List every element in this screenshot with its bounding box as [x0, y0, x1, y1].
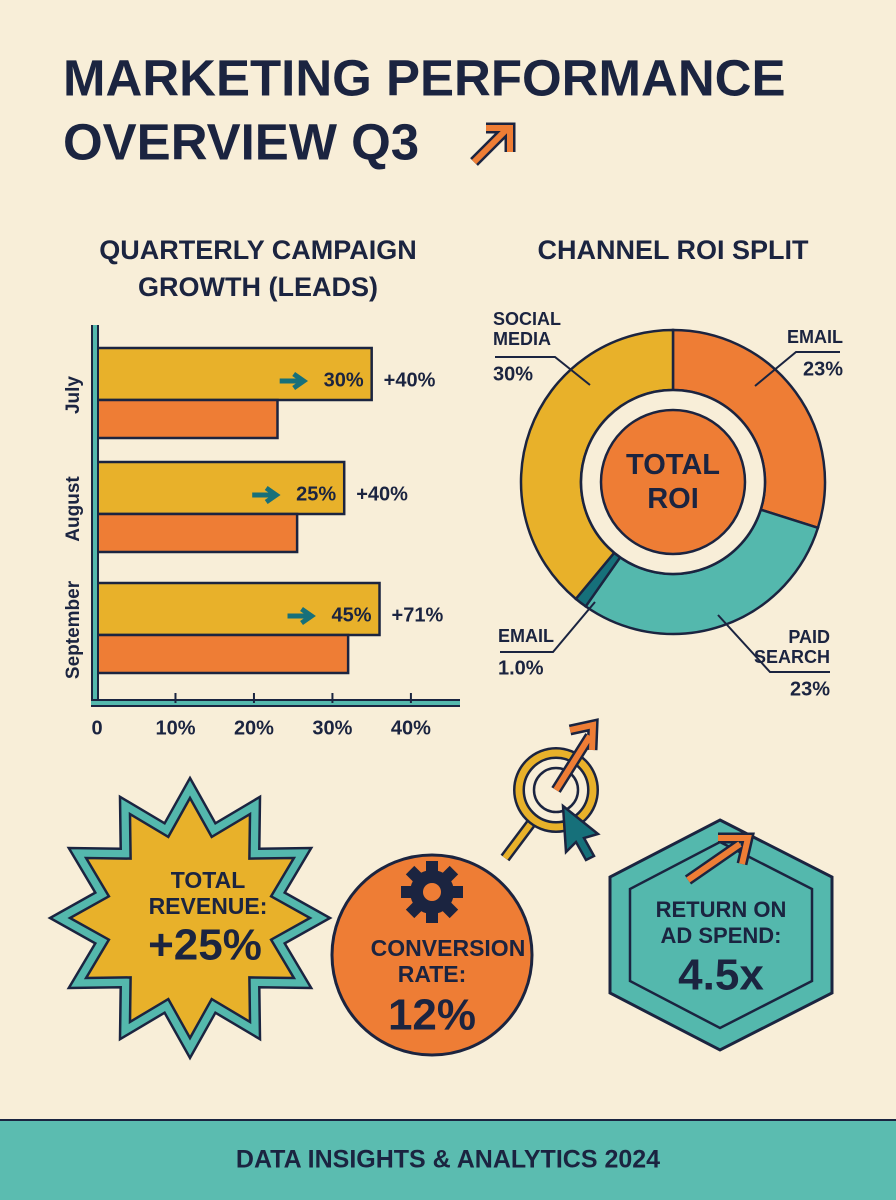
hexagon-badge	[608, 818, 834, 1052]
gear-icon	[401, 861, 463, 923]
slice-label: SOCIAL MEDIA	[493, 309, 561, 349]
circle-badge	[330, 853, 534, 1057]
main-title: MARKETING PERFORMANCE	[63, 49, 786, 106]
bar	[95, 460, 346, 516]
bar-annotation: 25%	[296, 483, 336, 505]
y-tick-label: September	[63, 580, 84, 679]
kpi-value: +25%	[148, 921, 262, 970]
chart-title: CHANNEL ROI SPLIT	[537, 235, 809, 265]
center-label: TOTAL ROI	[626, 449, 720, 515]
leader-line	[754, 351, 840, 387]
kpi-label: CONVERSION	[371, 935, 526, 961]
kpi-label: AD SPEND:	[660, 923, 781, 948]
annotation-arrow	[279, 371, 309, 391]
kpi-label: TOTAL	[171, 867, 246, 893]
kpi-label: RATE:	[398, 961, 467, 987]
bar-change: +71%	[392, 604, 444, 626]
y-tick-label: July	[63, 376, 84, 414]
kpi-roas: RETURN ON AD SPEND: 4.5x	[608, 818, 834, 1052]
kpi-value: 12%	[388, 991, 476, 1040]
footer-text: DATA INSIGHTS & ANALYTICS 2024	[236, 1146, 660, 1174]
bar-change: +40%	[356, 483, 408, 505]
connector	[502, 816, 538, 860]
slice-label: EMAIL	[787, 327, 843, 347]
cursor-icon	[561, 803, 601, 862]
slice-value-label: 23%	[790, 678, 830, 700]
x-tick-label: 20%	[234, 717, 274, 739]
x-tick-label: 0	[91, 717, 102, 739]
bar	[95, 512, 299, 554]
bar	[95, 398, 279, 440]
leader-line	[500, 601, 596, 653]
kpi-value: 4.5x	[678, 951, 764, 1000]
kpi-revenue: TOTAL REVENUE: +25%	[47, 775, 333, 1061]
slice-value-label: 30%	[493, 363, 533, 385]
bar-change: +40%	[384, 369, 436, 391]
slice-label: EMAIL	[498, 626, 554, 646]
target-ring	[515, 749, 597, 831]
y-tick-label: August	[63, 476, 84, 542]
main-title: OVERVIEW Q3	[63, 113, 419, 170]
bar-annotation: 30%	[324, 369, 364, 391]
annotation-arrow	[252, 485, 281, 505]
chart-title: GROWTH (LEADS)	[138, 272, 378, 302]
slice-value-label: 1.0%	[498, 657, 544, 679]
footer-band	[0, 1120, 896, 1200]
center-badge	[599, 408, 747, 556]
bar-annotation: 45%	[331, 604, 371, 626]
annotation-arrow	[287, 606, 316, 626]
hexagon-inner	[628, 840, 814, 1030]
bar-chart: QUARTERLY CAMPAIGN GROWTH (LEADS) July 30% +…	[63, 235, 460, 739]
slice-label: PAID SEARCH	[754, 627, 830, 667]
title-arrow	[470, 122, 516, 166]
kpi-conversion: CONVERSION RATE: 12%	[330, 718, 601, 1057]
x-tick-label: 30%	[312, 717, 352, 739]
x-tick-label: 10%	[155, 717, 195, 739]
leader-line	[495, 356, 591, 386]
kpi-label: RETURN ON	[656, 897, 787, 922]
star-badge-inner	[67, 795, 313, 1041]
donut-chart: CHANNEL ROI SPLIT TOTAL ROI EMAIL 23% PAID SEA…	[493, 235, 843, 700]
up-arrow	[553, 721, 597, 792]
kpi-label: REVENUE:	[149, 893, 268, 919]
bar	[95, 633, 350, 675]
x-tick-label: 40%	[391, 717, 431, 739]
slice-value-label: 23%	[803, 358, 843, 380]
up-arrow	[686, 835, 752, 883]
chart-title: QUARTERLY CAMPAIGN	[99, 235, 417, 265]
bar	[95, 581, 381, 637]
leader-line	[717, 614, 830, 673]
